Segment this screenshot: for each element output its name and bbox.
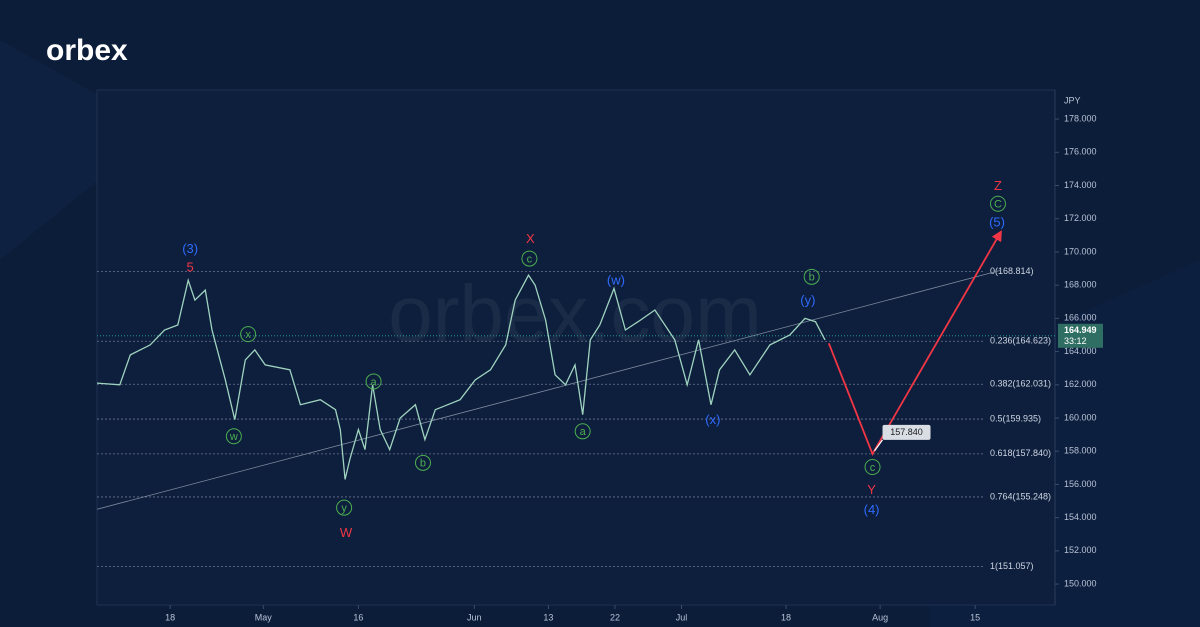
x-tick-label: 16	[353, 612, 363, 622]
y-tick-label: 150.000	[1064, 578, 1097, 588]
plot-area	[96, 89, 1056, 606]
wave-label: 5	[187, 259, 194, 274]
trendline	[96, 269, 1001, 510]
axis-unit: JPY	[1064, 95, 1081, 105]
fib-label: 0.5(159.935)	[990, 413, 1041, 423]
wave-circle	[989, 195, 1006, 212]
projection-arrow	[827, 230, 1002, 456]
price-line	[96, 273, 826, 480]
wave-label: X	[526, 231, 535, 246]
y-tick-label: 152.000	[1064, 545, 1097, 555]
last-price-box	[1058, 323, 1103, 348]
wave-label: Z	[994, 178, 1002, 193]
fib-label: 0.618(157.840)	[990, 448, 1051, 458]
wave-label: (3)	[182, 241, 198, 256]
y-tick-label: 158.000	[1064, 446, 1097, 456]
wave-label: (5)	[989, 214, 1005, 229]
wave-label: c	[527, 253, 533, 265]
y-tick-label: 154.000	[1064, 512, 1097, 522]
y-tick-label: 176.000	[1064, 147, 1097, 157]
wave-circle	[864, 458, 881, 475]
y-tick-label: 164.000	[1064, 346, 1097, 356]
wave-circle	[225, 428, 242, 445]
y-tick-label: 162.000	[1064, 379, 1097, 389]
x-tick-label: 15	[970, 612, 980, 622]
wave-label: x	[245, 329, 251, 341]
wave-label: a	[580, 426, 587, 438]
wave-circle	[521, 250, 538, 267]
y-tick-label: 174.000	[1064, 180, 1097, 190]
last-price-label: 164.949	[1064, 325, 1097, 335]
decor-chevron	[0, 40, 160, 260]
countdown: 33:12	[1064, 336, 1087, 346]
wave-circle	[336, 499, 353, 516]
wave-circle	[240, 326, 257, 343]
wave-label: W	[340, 525, 353, 540]
wave-circle	[365, 373, 382, 390]
logo: orbex	[46, 34, 128, 67]
wave-label: a	[371, 376, 378, 388]
y-tick-label: 172.000	[1064, 213, 1097, 223]
y-tick-label: 166.000	[1064, 313, 1097, 323]
target-arrow	[874, 439, 884, 452]
wave-label: Y	[867, 482, 876, 497]
wave-label: (y)	[800, 293, 815, 308]
fib-label: 0.764(155.248)	[990, 491, 1051, 501]
target-label: 157.840	[890, 427, 923, 437]
y-tick-label: 160.000	[1064, 412, 1097, 422]
fib-label: 0.236(164.623)	[990, 336, 1051, 346]
wave-circle	[414, 454, 431, 471]
x-tick-label: 18	[781, 612, 791, 622]
target-box	[882, 424, 931, 440]
wave-label: (x)	[705, 412, 720, 427]
wave-label: (w)	[607, 273, 625, 288]
x-tick-label: 18	[165, 612, 175, 622]
wave-label: w	[229, 431, 238, 443]
wave-label: C	[994, 199, 1002, 211]
fib-label: 1(151.057)	[990, 561, 1034, 571]
x-tick-label: Aug	[872, 612, 888, 622]
wave-label: (4)	[864, 502, 880, 517]
x-tick-label: Jul	[676, 612, 688, 622]
fib-label: 0(168.814)	[990, 266, 1034, 276]
wave-circle	[803, 268, 820, 285]
y-tick-label: 178.000	[1064, 113, 1097, 123]
y-tick-label: 168.000	[1064, 280, 1097, 290]
wave-label: c	[870, 462, 876, 474]
wave-label: y	[341, 503, 347, 515]
y-tick-label: 156.000	[1064, 479, 1097, 489]
x-tick-label: 22	[610, 612, 620, 622]
y-tick-label: 170.000	[1064, 246, 1097, 256]
x-tick-label: Jun	[467, 612, 482, 622]
x-tick-label: May	[255, 612, 273, 622]
wave-label: b	[420, 458, 426, 470]
wave-circle	[574, 423, 591, 440]
watermark: orbex.com	[388, 269, 761, 358]
fib-label: 0.382(162.031)	[990, 379, 1051, 389]
x-tick-label: 13	[543, 612, 553, 622]
wave-label: b	[809, 272, 815, 284]
